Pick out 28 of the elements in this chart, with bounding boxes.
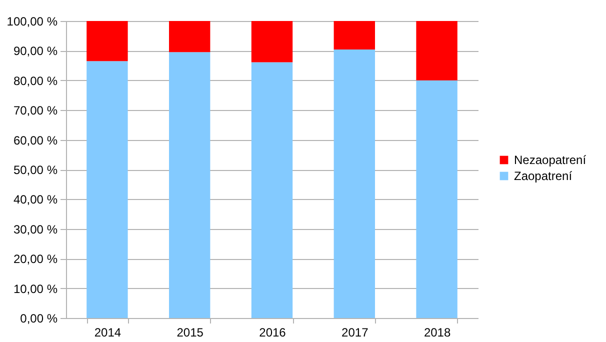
y-tick-label: 80,00 % [13, 74, 58, 88]
y-tick-label: 10,00 % [13, 282, 58, 296]
x-tick-label: 2015 [176, 326, 204, 340]
legend-label: Zaopatrení [514, 169, 573, 183]
bar [334, 50, 375, 318]
bar [169, 52, 210, 318]
y-tick-label: 0,00 % [20, 312, 58, 326]
bar [251, 21, 293, 62]
bar [169, 21, 210, 52]
x-tick-label: 2017 [342, 326, 369, 340]
y-tick-label: 20,00 % [13, 252, 58, 266]
y-tick-label: 30,00 % [13, 222, 58, 236]
bar [86, 61, 128, 318]
y-tick-label: 100,00 % [6, 14, 58, 28]
y-tick-label: 50,00 % [13, 163, 58, 177]
y-tick-label: 40,00 % [13, 192, 58, 207]
x-tick-label: 2018 [424, 326, 451, 340]
bar [416, 80, 458, 318]
y-tick-label: 70,00 % [13, 104, 58, 118]
bar [416, 21, 458, 80]
bar [334, 21, 375, 50]
bar [251, 62, 293, 318]
x-tick-label: 2014 [94, 326, 122, 340]
bar [86, 21, 128, 62]
x-tick-label: 2016 [259, 326, 286, 340]
legend-label: Nezaopatrení [514, 153, 587, 167]
y-tick-label: 60,00 % [13, 133, 58, 148]
y-tick-label: 90,00 % [13, 44, 58, 58]
